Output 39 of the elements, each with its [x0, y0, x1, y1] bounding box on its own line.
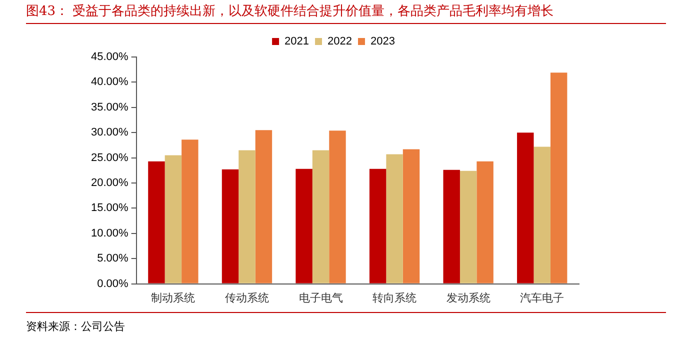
- bar: [222, 169, 239, 284]
- y-tick-label: 35.00%: [90, 101, 129, 114]
- legend-label: 2022: [328, 36, 352, 48]
- y-tick-label: 15.00%: [90, 202, 129, 214]
- bar: [255, 130, 272, 284]
- y-tick-label: 30.00%: [90, 126, 129, 139]
- bar: [238, 150, 256, 284]
- text: 资料来源：公司公告: [26, 312, 666, 334]
- legend-label: 2023: [370, 36, 395, 48]
- bar: [369, 168, 386, 284]
- bar: [476, 161, 494, 284]
- bar: [386, 154, 403, 284]
- bar: [296, 168, 312, 284]
- y-tick-label: 25.00%: [90, 152, 129, 164]
- y-tick-label: 5.00%: [97, 252, 129, 265]
- y-tick-label: 45.00%: [90, 51, 129, 64]
- x-tick-label: 电子电气: [298, 291, 343, 304]
- x-tick-label: 转向系统: [372, 291, 417, 304]
- bar: [517, 132, 534, 284]
- x-tick-label: 汽车电子: [520, 291, 564, 304]
- bar: [443, 170, 460, 284]
- x-tick-label: 传动系统: [224, 291, 269, 304]
- bar: [550, 72, 568, 284]
- chart-title: 图43： 受益于各品类的持续出新，以及软硬件结合提升价值量，各品类产品毛利率均有增长: [26, 2, 666, 24]
- bar: [460, 170, 477, 284]
- bar: [534, 146, 550, 284]
- y-tick-label: 0.00%: [97, 278, 129, 290]
- bar: [148, 161, 165, 284]
- x-tick-label: 发动系统: [446, 291, 490, 304]
- y-tick-label: 40.00%: [90, 76, 129, 88]
- bar: [312, 150, 330, 284]
- x-tick-label: 制动系统: [151, 291, 196, 304]
- bar: [329, 130, 346, 284]
- legend-label: 2021: [284, 36, 310, 48]
- y-tick-label: 20.00%: [90, 177, 129, 190]
- bar: [182, 140, 198, 284]
- bar: [164, 155, 182, 284]
- bar: [402, 149, 420, 284]
- y-tick-label: 10.00%: [90, 227, 129, 240]
